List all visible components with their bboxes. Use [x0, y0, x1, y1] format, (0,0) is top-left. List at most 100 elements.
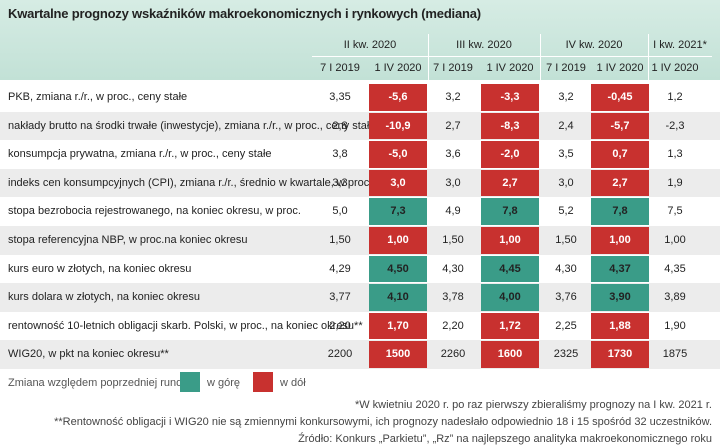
- cell: 1,2: [667, 91, 683, 103]
- legend-swatch: [180, 372, 200, 392]
- cell: 2200: [327, 348, 353, 361]
- footnote: Źródło: Konkurs „Parkietu”, „Rz” na najl…: [298, 433, 712, 445]
- legend-swatch: [253, 372, 273, 392]
- change-cell: [369, 341, 427, 368]
- change-cell: [591, 169, 649, 197]
- row-label: WIG20, w pkt na koniec okresu**: [8, 348, 169, 361]
- change-cell: [591, 227, 649, 254]
- change-cell: [369, 141, 427, 168]
- cell: -5,7: [610, 119, 630, 132]
- cell: 1600: [497, 348, 523, 361]
- change-cell: [591, 312, 649, 340]
- divider: [540, 34, 541, 80]
- cell: 3,2: [558, 91, 574, 103]
- cell: 4,00: [499, 291, 521, 304]
- cell: 1,50: [329, 234, 351, 246]
- cell: 1,90: [664, 319, 686, 332]
- title: Kwartalne prognozy wskaźników makroekono…: [8, 6, 481, 21]
- cell: 4,9: [445, 205, 461, 218]
- cell: -10,9: [385, 119, 411, 132]
- cell: 7,8: [612, 205, 628, 218]
- subheader: 7 I 2019: [320, 62, 360, 74]
- cell: 5,2: [558, 205, 574, 218]
- subheader: 7 I 2019: [546, 62, 586, 74]
- cell: 2,7: [502, 176, 518, 189]
- change-cell: [481, 255, 539, 283]
- change-cell: [481, 341, 539, 368]
- header-line: [312, 56, 712, 57]
- change-cell: [481, 227, 539, 254]
- change-cell: [481, 141, 539, 168]
- cell: 2,20: [329, 319, 351, 332]
- cell: 2,25: [555, 319, 577, 332]
- cell: 4,10: [387, 291, 409, 304]
- cell: 1,50: [555, 234, 577, 246]
- change-cell: [591, 141, 649, 168]
- row-label: PKB, zmiana r./r., w proc., ceny stałe: [8, 91, 188, 103]
- group-header: III kw. 2020: [456, 39, 512, 51]
- cell: 4,35: [664, 262, 686, 275]
- cell: 4,29: [329, 262, 351, 275]
- change-cell: [369, 255, 427, 283]
- cell: 7,8: [502, 205, 518, 218]
- row-label: stopa referencyjna NBP, w proc.na koniec…: [8, 234, 248, 246]
- divider: [428, 34, 429, 80]
- cell: 2325: [553, 348, 579, 361]
- row-label: kurs euro w złotych, na koniec okresu: [8, 262, 192, 275]
- change-cell: [481, 169, 539, 197]
- change-cell: [481, 112, 539, 140]
- cell: 1,88: [609, 319, 631, 332]
- cell: 2,7: [445, 119, 461, 132]
- cell: 1,00: [387, 234, 409, 246]
- header-background: [0, 0, 720, 80]
- cell: 1,3: [667, 148, 683, 161]
- change-cell: [369, 284, 427, 311]
- cell: -5,0: [388, 148, 408, 161]
- cell: 3,0: [445, 176, 461, 189]
- legend-label: w dół: [280, 377, 306, 389]
- row-label: rentowność 10-letnich obligacji skarb. P…: [8, 319, 363, 332]
- cell: 3,6: [445, 148, 461, 161]
- divider: [648, 34, 649, 80]
- change-cell: [369, 312, 427, 340]
- row-label: indeks cen konsumpcyjnych (CPI), zmiana …: [8, 176, 373, 189]
- change-cell: [369, 227, 427, 254]
- cell: 1,00: [664, 234, 686, 246]
- row-label: stopa bezrobocia rejestrowanego, na koni…: [8, 205, 301, 218]
- change-cell: [481, 284, 539, 311]
- cell: 4,30: [442, 262, 464, 275]
- cell: 3,3: [332, 176, 348, 189]
- change-cell: [369, 198, 427, 225]
- cell: 2,8: [332, 119, 348, 132]
- change-cell: [481, 84, 539, 111]
- subheader: 7 I 2019: [433, 62, 473, 74]
- legend-label: w górę: [207, 377, 241, 389]
- subheader: 1 IV 2020: [596, 62, 644, 74]
- cell: 4,30: [555, 262, 577, 275]
- group-header: I kw. 2021*: [653, 39, 707, 51]
- cell: 1,9: [667, 176, 683, 189]
- cell: -8,3: [500, 119, 520, 132]
- change-cell: [591, 112, 649, 140]
- cell: 1,72: [499, 319, 521, 332]
- row-label: konsumpcja prywatna, zmiana r./r., w pro…: [8, 148, 272, 161]
- footnote: **Rentowność obligacji i WIG20 nie są zm…: [54, 416, 712, 428]
- change-cell: [591, 255, 649, 283]
- cell: 3,2: [445, 91, 461, 103]
- cell: 5,0: [332, 205, 348, 218]
- group-header: IV kw. 2020: [565, 39, 623, 51]
- change-cell: [591, 84, 649, 111]
- cell: 4,37: [609, 262, 631, 275]
- cell: -2,0: [500, 148, 520, 161]
- cell: -0,45: [607, 91, 633, 103]
- cell: 3,76: [555, 291, 577, 304]
- cell: 1,00: [499, 234, 521, 246]
- cell: 1,50: [442, 234, 464, 246]
- cell: 3,78: [442, 291, 464, 304]
- cell: 3,89: [664, 291, 686, 304]
- row-label: kurs dolara w złotych, na koniec okresu: [8, 291, 200, 304]
- subheader: 1 IV 2020: [374, 62, 422, 74]
- cell: 3,77: [329, 291, 351, 304]
- change-cell: [369, 112, 427, 140]
